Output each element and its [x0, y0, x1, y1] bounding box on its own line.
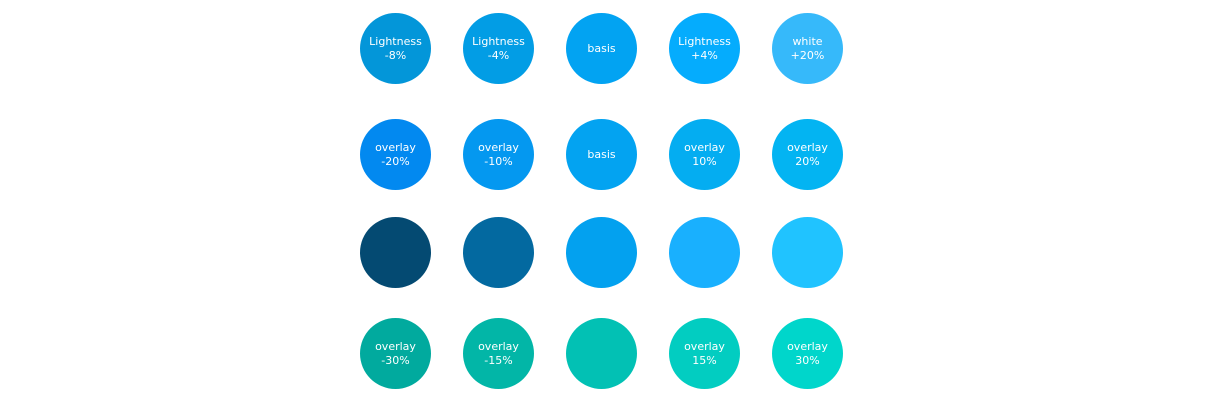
color-swatch-light-blue	[669, 217, 740, 288]
color-swatch-teal-overlay-plus-15: overlay 15%	[669, 318, 740, 389]
color-swatch-blue	[566, 217, 637, 288]
color-swatch-overlay-plus-10: overlay 10%	[669, 119, 740, 190]
swatch-label-line1: overlay	[684, 339, 725, 353]
color-swatch-basis: basis	[566, 13, 637, 84]
color-swatch-lightness-plus-4: Lightness +4%	[669, 13, 740, 84]
swatch-label-line1: overlay	[478, 140, 519, 154]
swatch-label-line1: white	[792, 34, 823, 48]
color-swatch-dark-navy	[360, 217, 431, 288]
swatch-label-line1: Lightness	[678, 34, 731, 48]
swatch-label-line2: 15%	[692, 353, 717, 367]
swatch-label-line1: overlay	[478, 339, 519, 353]
swatch-label-line2: -4%	[487, 48, 510, 62]
swatch-label-line2: +20%	[790, 48, 825, 62]
swatch-label-line2: -15%	[484, 353, 513, 367]
swatch-label-line2: 10%	[692, 154, 717, 168]
swatch-label-line1: overlay	[375, 140, 416, 154]
color-swatch-overlay-minus-10: overlay -10%	[463, 119, 534, 190]
swatch-label-line1: overlay	[787, 339, 828, 353]
swatch-label-line2: -8%	[384, 48, 407, 62]
color-swatch-overlay-minus-20: overlay -20%	[360, 119, 431, 190]
color-swatch-teal-overlay-plus-30: overlay 30%	[772, 318, 843, 389]
color-swatch-sky-blue	[772, 217, 843, 288]
swatch-label-line2: -10%	[484, 154, 513, 168]
swatch-label-line2: 30%	[795, 353, 820, 367]
swatch-label-line1: Lightness	[369, 34, 422, 48]
color-swatch-basis: basis	[566, 119, 637, 190]
swatch-label-line1: overlay	[684, 140, 725, 154]
swatch-label-line2: 20%	[795, 154, 820, 168]
color-swatch-lightness-minus-8: Lightness -8%	[360, 13, 431, 84]
swatch-label-line2: -20%	[381, 154, 410, 168]
swatch-label-line1: overlay	[375, 339, 416, 353]
color-swatch-dark-blue	[463, 217, 534, 288]
color-swatch-lightness-minus-4: Lightness -4%	[463, 13, 534, 84]
swatch-label-line2: +4%	[691, 48, 718, 62]
swatch-label-line1: basis	[587, 41, 616, 55]
swatch-label-line1: overlay	[787, 140, 828, 154]
color-swatch-overlay-plus-20: overlay 20%	[772, 119, 843, 190]
swatch-label-line1: Lightness	[472, 34, 525, 48]
swatch-label-line2: -30%	[381, 353, 410, 367]
swatch-label-line1: basis	[587, 147, 616, 161]
color-swatch-white-plus-20: white +20%	[772, 13, 843, 84]
color-swatch-teal	[566, 318, 637, 389]
color-swatch-teal-overlay-minus-30: overlay -30%	[360, 318, 431, 389]
color-swatch-teal-overlay-minus-15: overlay -15%	[463, 318, 534, 389]
